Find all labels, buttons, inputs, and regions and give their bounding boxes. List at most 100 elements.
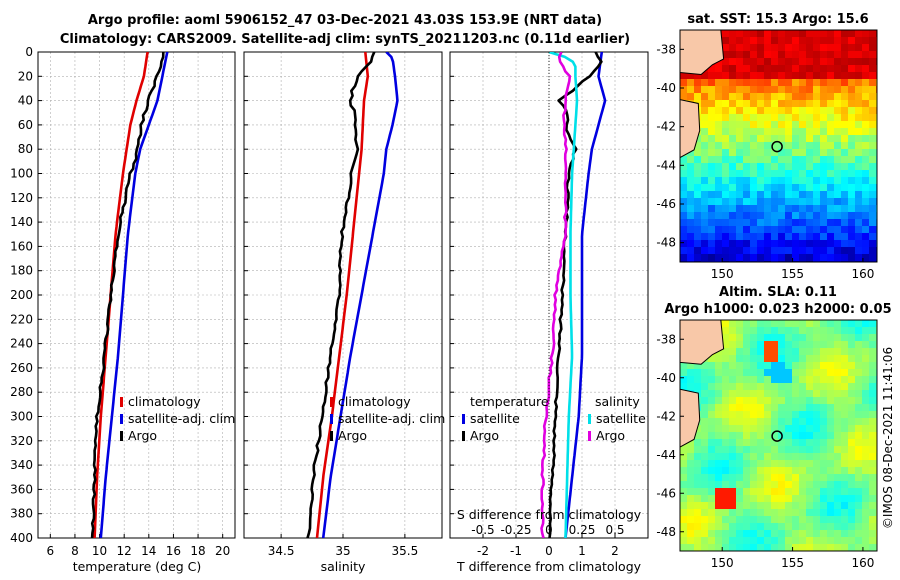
map-cell [834, 467, 841, 474]
map-cell [778, 163, 785, 170]
map-cell [736, 376, 743, 383]
map-cell [708, 100, 715, 107]
map-cell [743, 390, 750, 397]
map-cell [708, 488, 715, 495]
map-cell [855, 425, 862, 432]
map-cell [820, 355, 827, 362]
map-cell [764, 205, 771, 212]
map-cell [848, 170, 855, 177]
map-cell [806, 93, 813, 100]
map-cell [729, 212, 736, 219]
map-cell [820, 149, 827, 156]
map-cell [862, 537, 869, 544]
map-cell [722, 191, 729, 198]
map-cell [687, 460, 694, 467]
map-cell [778, 219, 785, 226]
salinity-panel: 34.5 35 35.5 [243, 51, 443, 558]
map-cell [694, 72, 701, 79]
map-cell [806, 142, 813, 149]
map-cell [750, 30, 757, 37]
map-cell [694, 537, 701, 544]
map-cell [862, 544, 869, 551]
map-cell [792, 446, 799, 453]
map-cell [750, 418, 757, 425]
map-cell [813, 135, 820, 142]
map-cell [855, 537, 862, 544]
map-cell [785, 383, 792, 390]
map-cell [736, 495, 743, 502]
map-cell [820, 334, 827, 341]
map-cell [722, 240, 729, 247]
map-cell [778, 184, 785, 191]
map-cell [785, 128, 792, 135]
map-cell [715, 516, 722, 523]
map-cell [757, 205, 764, 212]
map-cell [785, 44, 792, 51]
map-cell [680, 376, 687, 383]
map-cell [862, 240, 869, 247]
map-cell [701, 149, 708, 156]
map-cell [813, 467, 820, 474]
map-cell [743, 170, 750, 177]
map-cell [834, 212, 841, 219]
map-cell [764, 198, 771, 205]
legend-s-argo-label: Argo [596, 428, 625, 443]
map-cell [736, 488, 743, 495]
map-cell [778, 362, 785, 369]
map-cell [680, 198, 687, 205]
map-cell [715, 107, 722, 114]
map-cell [722, 205, 729, 212]
map-cell [785, 516, 792, 523]
map-cell [722, 135, 729, 142]
map-cell [701, 523, 708, 530]
map-cell [820, 79, 827, 86]
map-cell [722, 327, 729, 334]
map-cell [750, 397, 757, 404]
map-cell [715, 163, 722, 170]
map-cell [708, 135, 715, 142]
map-cell [799, 369, 806, 376]
map-cell [757, 537, 764, 544]
map-cell [736, 481, 743, 488]
map-cell [778, 233, 785, 240]
map-cell [778, 376, 785, 383]
map-cell [841, 156, 848, 163]
map-cell [729, 334, 736, 341]
map-cell [869, 240, 876, 247]
map-cell [869, 411, 876, 418]
map-cell [785, 411, 792, 418]
map-cell [869, 369, 876, 376]
map-cell [855, 156, 862, 163]
map-cell [869, 72, 876, 79]
map-cell [722, 219, 729, 226]
map-cell [722, 348, 729, 355]
map-cell [750, 233, 757, 240]
series-line-satellite-adj--clim [99, 52, 169, 538]
map-cell [806, 376, 813, 383]
map-cell [827, 481, 834, 488]
map-cell [722, 149, 729, 156]
map-cell [841, 79, 848, 86]
map-cell [743, 121, 750, 128]
map-cell [806, 44, 813, 51]
map-cell [743, 156, 750, 163]
map-cell [750, 149, 757, 156]
map-cell [834, 481, 841, 488]
map-cell [820, 135, 827, 142]
map-cell [813, 509, 820, 516]
map-cell [743, 219, 750, 226]
difference-legend-temperature: temperature satellite Argo [462, 394, 549, 443]
map-cell [806, 72, 813, 79]
map-cell [792, 544, 799, 551]
map-cell [813, 30, 820, 37]
map-cell [694, 481, 701, 488]
map-cell [848, 107, 855, 114]
map-cell [862, 369, 869, 376]
map-cell [813, 432, 820, 439]
map-land [680, 30, 725, 159]
y-tick-label: 220 [10, 312, 33, 326]
map-cell [834, 107, 841, 114]
map-cell [715, 383, 722, 390]
legend-argo-label: Argo [128, 428, 157, 443]
map-cell [736, 58, 743, 65]
